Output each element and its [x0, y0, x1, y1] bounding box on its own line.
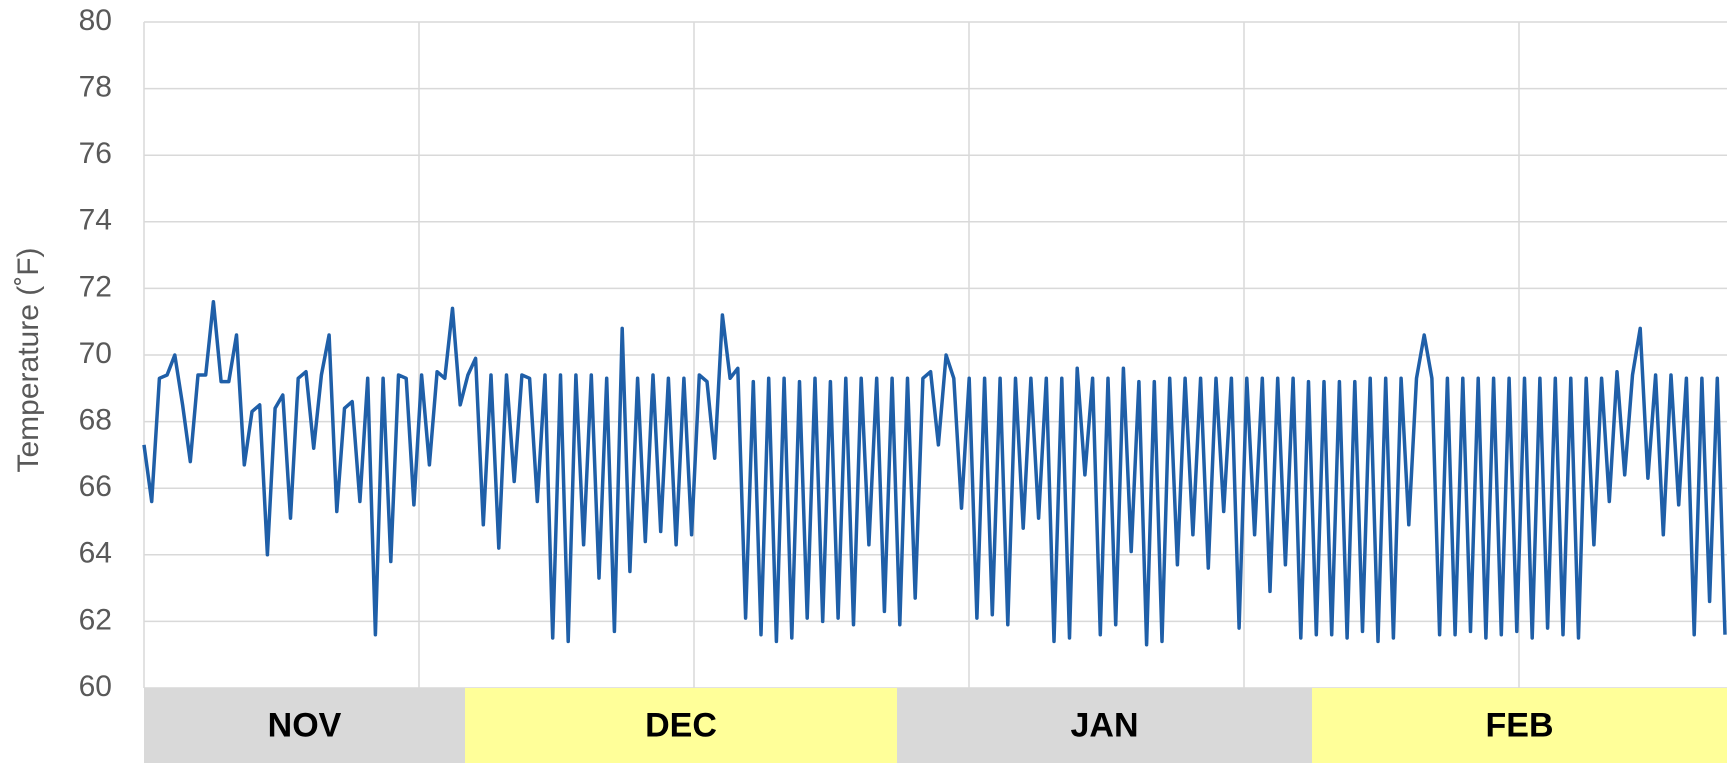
y-tick-label: 76	[79, 137, 112, 170]
y-tick-label: 60	[79, 670, 112, 703]
month-label: JAN	[1070, 706, 1138, 744]
month-label: FEB	[1486, 706, 1554, 744]
y-tick-label: 72	[79, 270, 112, 303]
y-tick-label: 68	[79, 404, 112, 437]
y-tick-label: 62	[79, 603, 112, 636]
y-tick-label: 66	[79, 470, 112, 503]
month-band	[144, 688, 465, 763]
y-tick-label: 64	[79, 537, 112, 570]
month-label: NOV	[268, 706, 342, 744]
y-tick-label: 78	[79, 71, 112, 104]
y-tick-label: 80	[79, 4, 112, 37]
y-axis-label: Temperature (˚F)	[12, 247, 45, 472]
temperature-line	[142, 299, 1727, 647]
month-band	[897, 688, 1312, 763]
month-band	[465, 688, 897, 763]
y-tick-label: 70	[79, 337, 112, 370]
y-tick-label: 74	[79, 204, 112, 237]
month-label: DEC	[645, 706, 717, 744]
month-band	[1312, 688, 1727, 763]
